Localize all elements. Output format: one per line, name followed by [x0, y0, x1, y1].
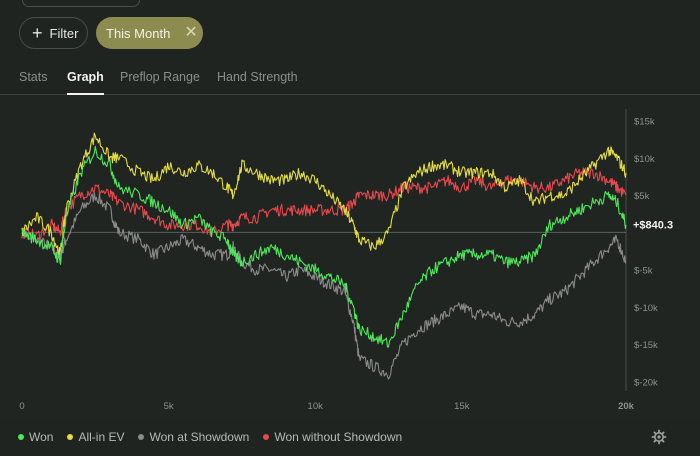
- series-line-no_showdown: [21, 167, 627, 241]
- series-line-allin_ev: [21, 132, 627, 258]
- legend-dot: [67, 434, 74, 440]
- x-tick-label: 5k: [164, 401, 174, 412]
- filter-button[interactable]: + Filter: [19, 17, 88, 49]
- chart-legend: Won All-in EV Won at Showdown Won withou…: [18, 430, 416, 444]
- tab-preflop-range[interactable]: Preflop Range: [120, 70, 200, 84]
- current-value-label: +$840.3: [633, 219, 673, 231]
- tab-hand-strength[interactable]: Hand Strength: [217, 70, 298, 84]
- legend-label: Won without Showdown: [274, 430, 403, 444]
- date-filter-label: This Month: [106, 25, 171, 41]
- close-icon[interactable]: ✕: [184, 24, 198, 41]
- filter-bar: + Filter This Month ✕: [0, 0, 700, 60]
- legend-dot: [138, 434, 145, 440]
- chart-area: $15k $10k $5k $-5k $-10k $-15k $-20k 0 5k 10k 15k 2…: [0, 95, 700, 420]
- series-line-won: [21, 145, 627, 348]
- x-tick-label: 10k: [308, 401, 324, 412]
- legend-item-allin-ev[interactable]: All-in EV: [67, 430, 124, 444]
- gear-icon[interactable]: [651, 429, 667, 445]
- legend-label: Won: [29, 430, 54, 444]
- tab-graph[interactable]: Graph: [67, 70, 104, 95]
- x-tick-label: 20k: [618, 401, 635, 412]
- tab-bar: Stats Graph Preflop Range Hand Strength: [0, 68, 700, 95]
- legend-item-won-without-showdown[interactable]: Won without Showdown: [263, 430, 402, 444]
- y-tick-label: $5k: [634, 191, 650, 202]
- x-tick-label: 0: [19, 401, 24, 412]
- x-tick-label: 15k: [454, 401, 470, 412]
- filter-label: Filter: [49, 25, 79, 41]
- date-filter-chip[interactable]: This Month ✕: [96, 17, 203, 49]
- plus-icon: +: [32, 23, 43, 43]
- tab-stats[interactable]: Stats: [19, 70, 48, 84]
- profit-graph[interactable]: $15k $10k $5k $-5k $-10k $-15k $-20k 0 5k 10k 15k 2…: [0, 95, 700, 420]
- truncated-element: [22, 0, 140, 7]
- y-tick-label: $-15k: [634, 340, 658, 351]
- legend-dot: [263, 434, 270, 440]
- legend-item-won[interactable]: Won: [18, 430, 53, 444]
- y-tick-label: $15k: [634, 117, 655, 128]
- y-tick-label: $-10k: [634, 303, 658, 314]
- legend-label: Won at Showdown: [149, 430, 250, 444]
- legend-item-won-at-showdown[interactable]: Won at Showdown: [138, 430, 249, 444]
- legend-label: All-in EV: [78, 430, 125, 444]
- y-tick-label: $10k: [634, 154, 655, 165]
- y-tick-label: $-5k: [634, 266, 653, 277]
- series-line-showdown: [21, 191, 627, 380]
- y-tick-label: $-20k: [634, 377, 658, 388]
- legend-dot: [18, 434, 24, 440]
